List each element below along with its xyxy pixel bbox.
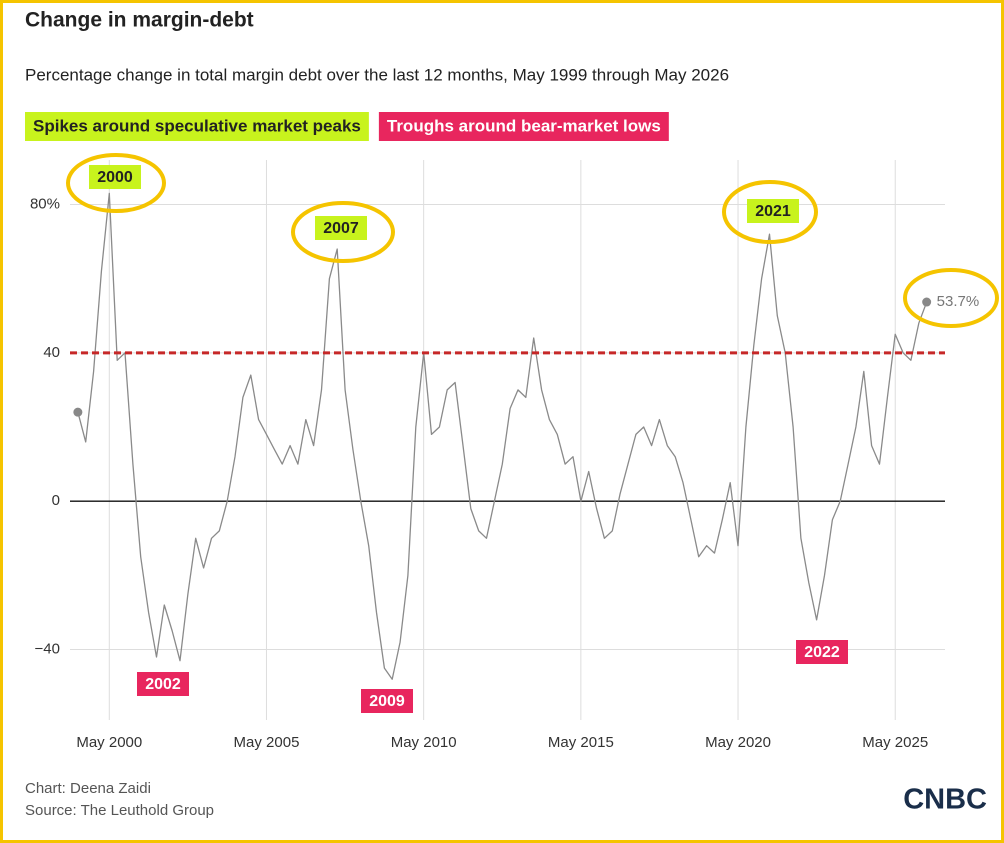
annotation-label: 2000 [97,169,133,186]
end-dot [922,297,932,307]
source: Source: The Leuthold Group [25,802,214,819]
x-tick-label: May 2015 [548,734,614,751]
highlight-circle [903,268,999,328]
annotation-label: 2002 [145,676,181,693]
x-tick-label: May 2010 [391,734,457,751]
value-label: 53.7% [937,293,980,310]
x-tick-label: May 2000 [76,734,142,751]
annotation-label: 2021 [755,203,791,220]
y-tick-label: 0 [52,492,60,509]
annotation-label: 2009 [369,693,405,710]
legend-swatch [25,112,369,141]
y-tick-label: 40 [43,344,60,361]
start-dot [73,407,83,417]
legend-swatch [378,112,669,141]
highlight-circle [291,201,395,263]
annotation-label: 2022 [804,644,840,661]
plot: May 2000 May 2005 May 2010 May 2015 May 2020… [30,160,979,751]
annotation-badge [315,216,367,240]
annotation-badge [796,640,848,664]
highlight-circle [722,180,818,244]
chart-subtitle: Percentage change in total margin debt o… [25,65,729,84]
legend-label: Troughs around bear-market lows [387,116,661,135]
annotation-badge [747,199,799,223]
y-tick-label: 80% [30,195,60,212]
x-tick-label: May 2020 [705,734,771,751]
legend: Spikes around speculative market peaks Tr… [25,112,669,141]
annotation-badge [137,672,189,696]
x-tick-label: May 2005 [234,734,300,751]
credit: Chart: Deena Zaidi [25,780,151,797]
chart-title: Change in margin-debt [25,9,254,32]
highlight-circle [66,153,166,213]
logo: CNBC [903,784,987,816]
annotation-label: 2007 [323,220,359,237]
annotation-badge [89,165,141,189]
legend-label: Spikes around speculative market peaks [33,116,361,135]
x-tick-label: May 2025 [862,734,928,751]
annotation-badge [361,689,413,713]
y-tick-label: −40 [35,641,60,658]
